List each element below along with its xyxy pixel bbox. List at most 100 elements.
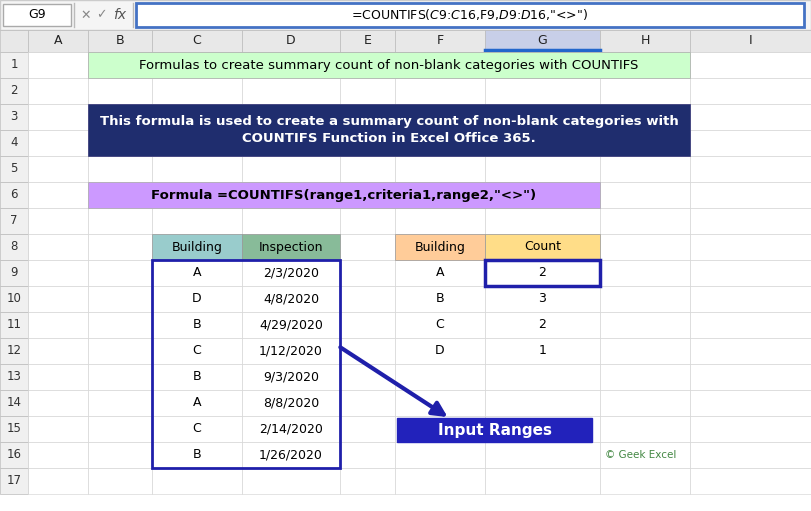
Bar xyxy=(0,338,28,364)
Bar xyxy=(0,182,28,208)
Bar xyxy=(485,182,600,208)
Text: 15: 15 xyxy=(6,423,21,435)
Bar xyxy=(242,208,340,234)
Bar xyxy=(88,312,152,338)
Text: 8: 8 xyxy=(11,241,18,253)
Text: 16: 16 xyxy=(6,449,22,461)
Bar xyxy=(340,52,395,78)
Bar xyxy=(88,78,152,104)
Bar xyxy=(88,208,152,234)
Bar xyxy=(395,312,485,338)
Bar xyxy=(340,208,395,234)
Bar xyxy=(395,104,485,130)
Bar xyxy=(28,260,88,286)
Text: Building: Building xyxy=(172,241,222,253)
Text: C: C xyxy=(193,35,201,48)
Bar xyxy=(242,468,340,494)
Bar xyxy=(485,234,600,260)
Bar xyxy=(88,468,152,494)
Bar xyxy=(340,338,395,364)
Bar xyxy=(690,442,811,468)
Bar xyxy=(28,338,88,364)
Bar xyxy=(340,390,395,416)
Bar xyxy=(0,260,28,286)
Text: 2: 2 xyxy=(539,267,547,280)
Bar xyxy=(485,130,600,156)
Bar xyxy=(0,364,28,390)
Bar xyxy=(152,30,242,52)
Bar xyxy=(690,30,811,52)
Bar xyxy=(28,416,88,442)
Bar xyxy=(395,182,485,208)
Bar xyxy=(485,468,600,494)
Bar xyxy=(340,260,395,286)
Bar xyxy=(600,338,690,364)
Bar xyxy=(28,156,88,182)
Bar xyxy=(28,208,88,234)
Bar xyxy=(485,390,600,416)
Bar xyxy=(690,468,811,494)
Text: C: C xyxy=(436,318,444,332)
Bar xyxy=(485,156,600,182)
Bar xyxy=(600,286,690,312)
Text: 8/8/2020: 8/8/2020 xyxy=(263,397,319,409)
Bar xyxy=(485,442,600,468)
Bar xyxy=(395,78,485,104)
Bar xyxy=(690,338,811,364)
Bar xyxy=(600,442,690,468)
Text: B: B xyxy=(116,35,124,48)
Bar xyxy=(0,442,28,468)
Bar xyxy=(600,468,690,494)
Bar xyxy=(600,182,690,208)
Bar xyxy=(690,156,811,182)
Text: 1/26/2020: 1/26/2020 xyxy=(259,449,323,461)
Bar xyxy=(690,52,811,78)
Text: Inspection: Inspection xyxy=(259,241,324,253)
Text: B: B xyxy=(193,370,201,383)
Bar xyxy=(485,30,600,52)
Bar xyxy=(242,260,340,286)
Bar xyxy=(340,130,395,156)
Bar xyxy=(395,234,485,260)
Bar xyxy=(340,78,395,104)
Bar xyxy=(600,364,690,390)
Bar xyxy=(88,30,152,52)
Bar xyxy=(600,390,690,416)
Bar xyxy=(152,234,242,260)
Bar xyxy=(0,78,28,104)
Bar xyxy=(600,156,690,182)
Text: 2: 2 xyxy=(539,318,547,332)
Bar xyxy=(340,182,395,208)
Bar xyxy=(395,286,485,312)
Bar xyxy=(0,156,28,182)
Bar xyxy=(88,104,152,130)
Text: 1: 1 xyxy=(539,344,547,358)
Bar xyxy=(690,364,811,390)
Text: C: C xyxy=(193,344,201,358)
Bar xyxy=(242,312,340,338)
Text: D: D xyxy=(436,344,444,358)
Bar xyxy=(690,260,811,286)
Bar xyxy=(242,52,340,78)
Bar xyxy=(0,104,28,130)
Text: Formulas to create summary count of non-blank categories with COUNTIFS: Formulas to create summary count of non-… xyxy=(139,58,639,72)
Bar xyxy=(600,52,690,78)
Bar xyxy=(28,364,88,390)
Bar xyxy=(242,104,340,130)
Bar xyxy=(600,30,690,52)
Text: ✓: ✓ xyxy=(96,9,106,21)
Bar xyxy=(152,338,242,364)
Text: 9/3/2020: 9/3/2020 xyxy=(263,370,319,383)
Bar xyxy=(395,416,485,442)
Bar xyxy=(340,312,395,338)
Bar xyxy=(152,260,340,468)
Bar xyxy=(340,30,395,52)
Bar xyxy=(88,130,152,156)
Bar xyxy=(395,156,485,182)
Bar xyxy=(152,182,242,208)
Bar xyxy=(88,416,152,442)
Bar xyxy=(0,0,811,30)
Bar xyxy=(242,182,340,208)
Bar xyxy=(340,442,395,468)
Bar xyxy=(88,182,600,208)
